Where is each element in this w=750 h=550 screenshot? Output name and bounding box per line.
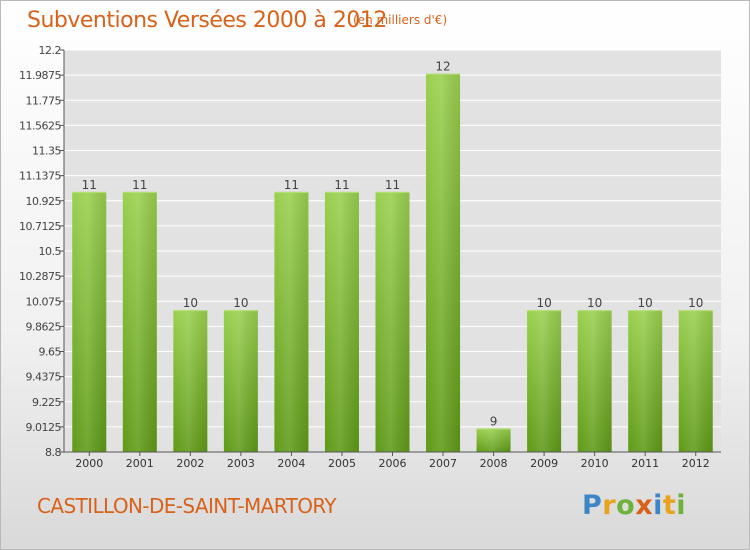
y-tick-label: 9.4375 xyxy=(26,371,62,384)
bar-shading xyxy=(375,191,410,452)
bar-value-label: 10 xyxy=(688,296,703,310)
bar-value-label: 9 xyxy=(490,414,498,428)
logo-letter: r xyxy=(602,490,617,521)
proxiti-logo: Proxiti xyxy=(582,490,686,521)
bar-value-label: 11 xyxy=(132,178,147,192)
bar-value-label: 11 xyxy=(385,178,400,192)
logo-letter: t xyxy=(662,490,677,521)
y-tick-label: 9.0125 xyxy=(26,421,62,434)
y-tick-label: 10.075 xyxy=(26,295,62,308)
x-tick-label: 2002 xyxy=(176,457,204,470)
x-tick-label: 2010 xyxy=(581,457,609,470)
y-tick-label: 10.2875 xyxy=(19,270,61,283)
y-tick-label: 11.1375 xyxy=(19,170,61,183)
bar-value-label: 12 xyxy=(435,60,450,74)
bar-shading xyxy=(577,310,612,452)
bar-value-label: 10 xyxy=(183,296,198,310)
x-tick-label: 2012 xyxy=(682,457,710,470)
bar-shading xyxy=(426,73,461,452)
y-tick-label: 12.2 xyxy=(39,44,62,57)
y-tick-label: 10.7125 xyxy=(19,220,61,233)
logo-letter: x xyxy=(635,490,654,521)
bar-shading xyxy=(173,310,208,452)
x-tick-label: 2000 xyxy=(75,457,103,470)
x-tick-label: 2005 xyxy=(328,457,356,470)
bar-value-label: 11 xyxy=(284,178,299,192)
commune-name: CASTILLON-DE-SAINT-MARTORY xyxy=(37,494,337,518)
y-tick-label: 9.8625 xyxy=(26,320,62,333)
y-tick-label: 11.775 xyxy=(26,94,62,107)
x-tick-label: 2004 xyxy=(277,457,305,470)
x-tick-label: 2008 xyxy=(480,457,508,470)
x-tick-label: 2009 xyxy=(530,457,558,470)
bar-shading xyxy=(628,310,663,452)
bar-shading xyxy=(223,310,258,452)
logo-letter: i xyxy=(676,490,687,521)
bar-shading xyxy=(527,310,562,452)
bar-shading xyxy=(678,310,713,452)
y-tick-label: 11.9875 xyxy=(19,69,61,82)
y-tick-label: 9.65 xyxy=(39,346,62,359)
bar-value-label: 10 xyxy=(233,296,248,310)
y-tick-label: 11.35 xyxy=(32,145,61,158)
x-tick-label: 2001 xyxy=(126,457,154,470)
bar-shading xyxy=(122,191,157,452)
bar-value-label: 11 xyxy=(334,178,349,192)
bar-value-label: 10 xyxy=(587,296,602,310)
unit-label: (en milliers d'€) xyxy=(353,13,448,27)
y-tick-label: 10.5 xyxy=(39,245,62,258)
x-tick-label: 2006 xyxy=(379,457,407,470)
bar-value-label: 10 xyxy=(638,296,653,310)
y-tick-label: 10.925 xyxy=(26,195,62,208)
x-tick-label: 2011 xyxy=(631,457,659,470)
bar-shading xyxy=(274,191,309,452)
y-tick-label: 9.225 xyxy=(32,396,61,409)
y-tick-label: 8.8 xyxy=(45,446,61,459)
y-tick-label: 11.5625 xyxy=(19,119,61,132)
logo-letter: i xyxy=(653,490,663,521)
chart-title: Subventions Versées 2000 à 2012 xyxy=(27,8,387,33)
x-tick-label: 2007 xyxy=(429,457,457,470)
bar-shading xyxy=(72,191,107,452)
bar-value-label: 10 xyxy=(536,296,551,310)
bar-shading xyxy=(324,191,359,452)
bar-value-label: 11 xyxy=(82,178,97,192)
logo-letter: o xyxy=(616,490,636,521)
x-tick-label: 2003 xyxy=(227,457,255,470)
logo-letter: P xyxy=(582,490,603,521)
bar-shading xyxy=(476,428,511,452)
